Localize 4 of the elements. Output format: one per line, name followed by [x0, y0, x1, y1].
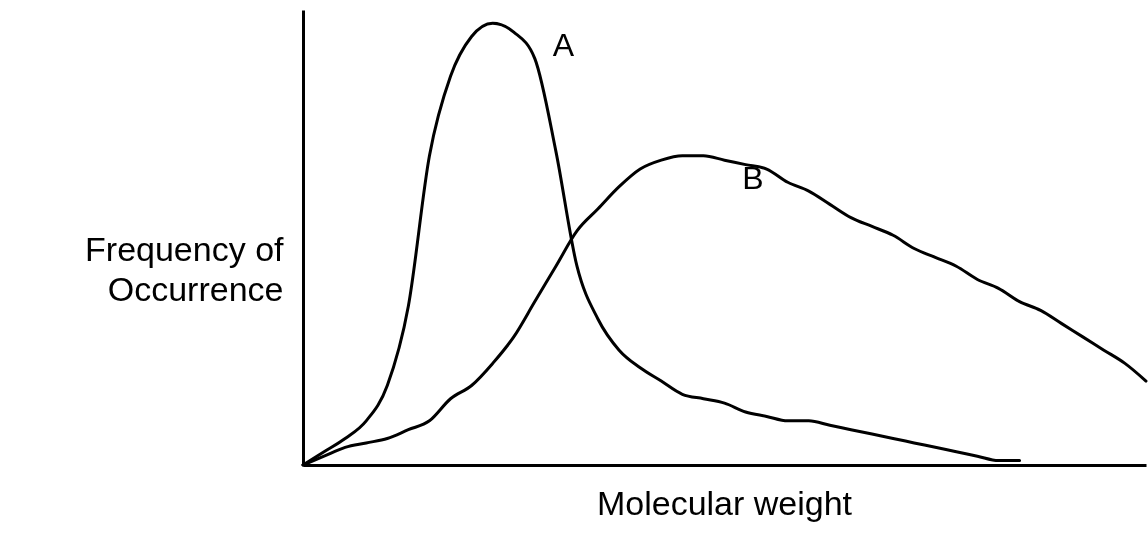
series-label: A	[552, 27, 575, 64]
y-axis-title: Frequency of Occurrence	[85, 229, 285, 308]
series-label: B	[742, 159, 764, 196]
x-axis-title: Molecular weight	[596, 483, 853, 522]
